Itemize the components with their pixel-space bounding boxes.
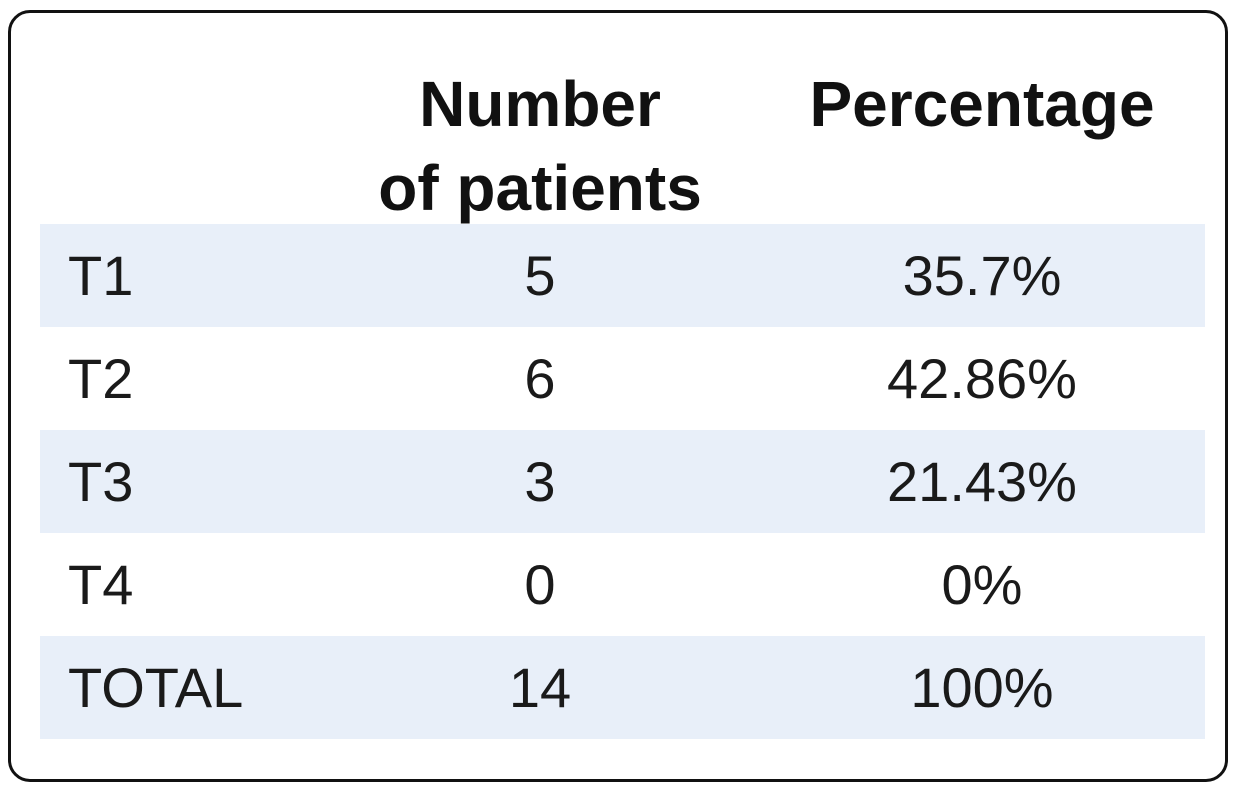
table-header: Number of patients Percentage xyxy=(40,62,1205,232)
row-percentage: 42.86% xyxy=(887,347,1077,410)
table-row: T1 5 35.7% xyxy=(40,224,1205,327)
row-label: T4 xyxy=(68,553,134,616)
table-row-total: TOTAL 14 100% xyxy=(40,636,1205,739)
row-number: 0 xyxy=(524,553,556,616)
column-header-number-line1: Number xyxy=(419,68,661,140)
row-number: 14 xyxy=(508,656,572,719)
column-header-number-line2: of patients xyxy=(378,152,702,224)
column-header-percentage: Percentage xyxy=(809,68,1155,140)
row-percentage: 100% xyxy=(910,656,1054,719)
table-row: T4 0 0% xyxy=(40,533,1205,636)
row-number: 6 xyxy=(524,347,556,410)
row-label: T2 xyxy=(68,347,134,410)
column-header-number: Number of patients xyxy=(360,62,720,230)
row-number: 3 xyxy=(524,450,556,513)
row-percentage: 35.7% xyxy=(902,244,1062,307)
row-label: TOTAL xyxy=(68,656,244,719)
row-label: T3 xyxy=(68,450,134,513)
row-number: 5 xyxy=(524,244,556,307)
row-percentage: 21.43% xyxy=(887,450,1077,513)
data-table: T1 5 35.7% T2 6 42.86% T3 3 21.43% T4 0 … xyxy=(40,224,1205,739)
table-row: T3 3 21.43% xyxy=(40,430,1205,533)
row-percentage: 0% xyxy=(941,553,1023,616)
row-label: T1 xyxy=(68,244,134,307)
table-row: T2 6 42.86% xyxy=(40,327,1205,430)
